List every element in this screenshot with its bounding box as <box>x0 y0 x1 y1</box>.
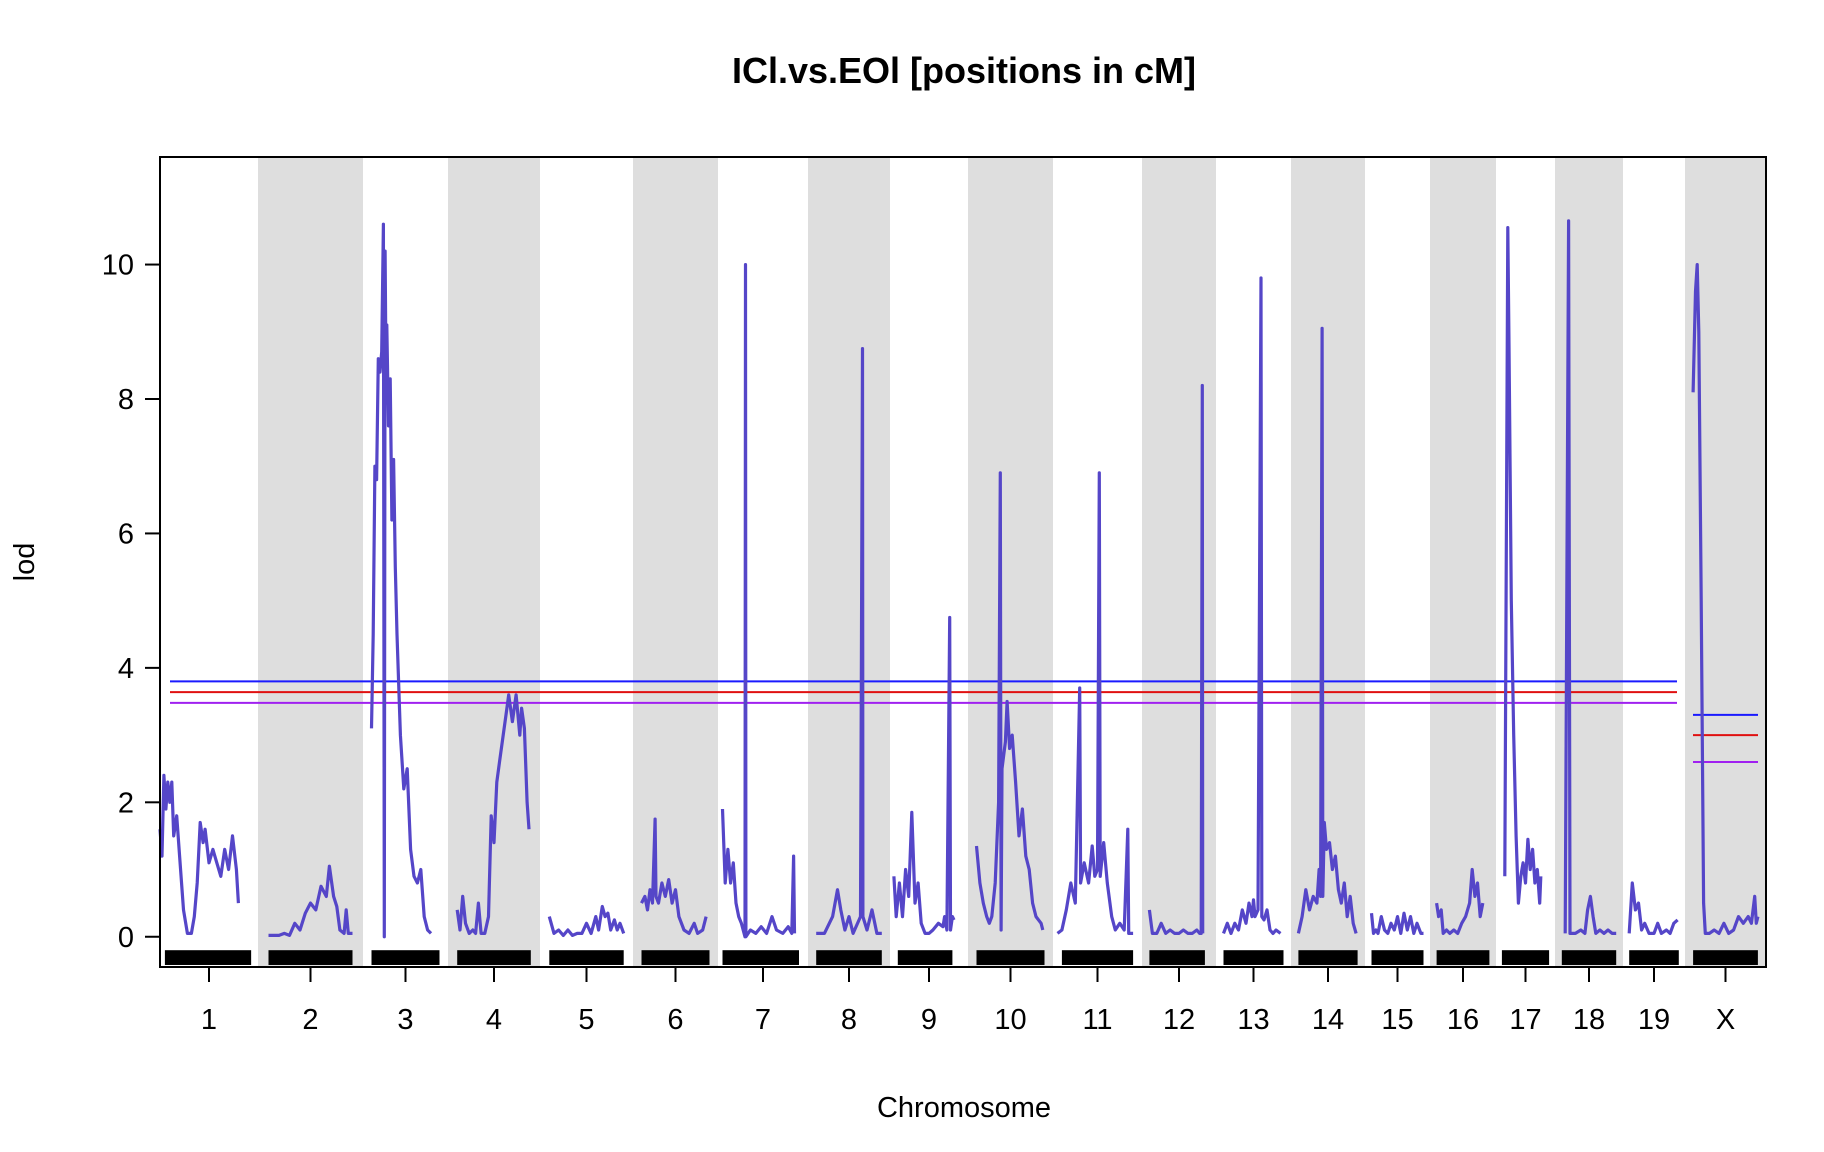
x-tick-label-chr-18: 18 <box>1573 1004 1605 1036</box>
marker-rug-chr-16 <box>1436 950 1490 965</box>
band-chr-8 <box>808 157 890 967</box>
x-tick-label-chr-17: 17 <box>1509 1004 1541 1036</box>
marker-rug <box>164 950 1758 965</box>
lod-curve-chr-9 <box>892 615 956 935</box>
marker-rug-chr-13 <box>1223 950 1284 965</box>
marker-rug-chr-4 <box>457 950 531 965</box>
x-tick-label-chr-4: 4 <box>486 1004 502 1036</box>
x-tick-label-chr-1: 1 <box>201 1004 217 1036</box>
lod-curve-chr-4 <box>455 693 531 935</box>
y-tick-label-8: 8 <box>118 384 134 416</box>
x-tick-label-chr-15: 15 <box>1381 1004 1413 1036</box>
x-tick-label-chr-5: 5 <box>578 1004 594 1036</box>
x-tick-label-chr-3: 3 <box>397 1004 413 1036</box>
band-chr-16 <box>1430 157 1496 967</box>
band-chr-14 <box>1291 157 1365 967</box>
chromosome-bands <box>258 157 1766 967</box>
lod-curve-chr-3 <box>369 222 433 939</box>
lod-curve-chr-14 <box>1296 326 1358 934</box>
y-tick-label-10: 10 <box>102 250 134 282</box>
marker-rug-chr-17 <box>1501 950 1550 965</box>
marker-rug-chr-3 <box>371 950 440 965</box>
x-tick-label-chr-19: 19 <box>1638 1004 1670 1036</box>
x-tick-label-chr-16: 16 <box>1447 1004 1479 1036</box>
x-tick-label-chr-9: 9 <box>921 1004 937 1036</box>
marker-rug-chr-18 <box>1561 950 1617 965</box>
marker-rug-chr-6 <box>641 950 710 965</box>
x-axis: 1 2 3 4 5 6 7 8 9 10 11 12 13 14 15 16 17 18 19 X <box>201 967 1735 1036</box>
x-tick-label-chr-2: 2 <box>302 1004 318 1036</box>
x-axis-label: Chromosome <box>877 1092 1051 1124</box>
band-chr-4 <box>448 157 540 967</box>
marker-rug-chr-1 <box>164 950 252 965</box>
marker-rug-chr-15 <box>1371 950 1424 965</box>
y-tick-label-0: 0 <box>118 922 134 954</box>
marker-rug-chr-14 <box>1298 950 1358 965</box>
marker-rug-chr-19 <box>1629 950 1679 965</box>
band-chr-12 <box>1142 157 1216 967</box>
marker-rug-chr-5 <box>549 950 624 965</box>
marker-rug-chr-7 <box>722 950 799 965</box>
lod-curve-chr-19 <box>1627 881 1679 935</box>
lod-curve-chr-17 <box>1503 226 1543 905</box>
band-chr-6 <box>633 157 718 967</box>
lod-curve-chr-15 <box>1369 911 1424 935</box>
lod-curve-chr-5 <box>547 904 626 937</box>
y-tick-label-2: 2 <box>118 787 134 819</box>
marker-rug-chr-8 <box>816 950 882 965</box>
lod-curve-chr-7 <box>720 263 797 939</box>
lod-curve-chr-16 <box>1435 867 1485 935</box>
band-chr-10 <box>968 157 1053 967</box>
x-tick-label-chr-7: 7 <box>755 1004 771 1036</box>
marker-rug-chr-10 <box>976 950 1045 965</box>
x-tick-label-chr-11: 11 <box>1082 1004 1112 1036</box>
lod-curve-chr-1 <box>158 773 240 935</box>
x-tick-label-chr-14: 14 <box>1312 1004 1344 1036</box>
y-axis-label: lod <box>9 543 41 582</box>
y-axis: 0 2 4 6 8 10 <box>102 250 161 954</box>
lod-curve-chr-2 <box>268 864 353 937</box>
marker-rug-chr-9 <box>897 950 953 965</box>
x-tick-label-chr-10: 10 <box>994 1004 1026 1036</box>
threshold-lines <box>170 680 1758 763</box>
lod-curve-chr-6 <box>640 817 708 935</box>
x-tick-label-chr-13: 13 <box>1237 1004 1269 1036</box>
x-tick-label-chr-8: 8 <box>841 1004 857 1036</box>
y-tick-label-6: 6 <box>118 518 134 550</box>
marker-rug-chr-12 <box>1149 950 1205 965</box>
y-tick-label-4: 4 <box>118 653 134 685</box>
x-tick-label-chr-12: 12 <box>1163 1004 1195 1036</box>
marker-rug-chr-11 <box>1061 950 1134 965</box>
marker-rug-chr-x <box>1693 950 1758 965</box>
lod-curve-chr-x <box>1691 263 1760 935</box>
lod-curve-chr-12 <box>1147 383 1205 935</box>
x-tick-label-chr-6: 6 <box>667 1004 683 1036</box>
lod-curve-chr-8 <box>816 347 882 935</box>
lod-curve-chr-11 <box>1056 471 1134 935</box>
marker-rug-chr-2 <box>268 950 353 965</box>
lod-curve-chr-10 <box>974 471 1045 932</box>
x-tick-label-chr-x: X <box>1716 1004 1735 1036</box>
lod-curve-chr-18 <box>1563 219 1617 935</box>
chart-title: ICl.vs.EOl [positions in cM] <box>732 50 1196 91</box>
band-chr-2 <box>258 157 363 967</box>
lod-curve-chr-13 <box>1222 276 1282 935</box>
lod-series <box>158 219 1760 939</box>
